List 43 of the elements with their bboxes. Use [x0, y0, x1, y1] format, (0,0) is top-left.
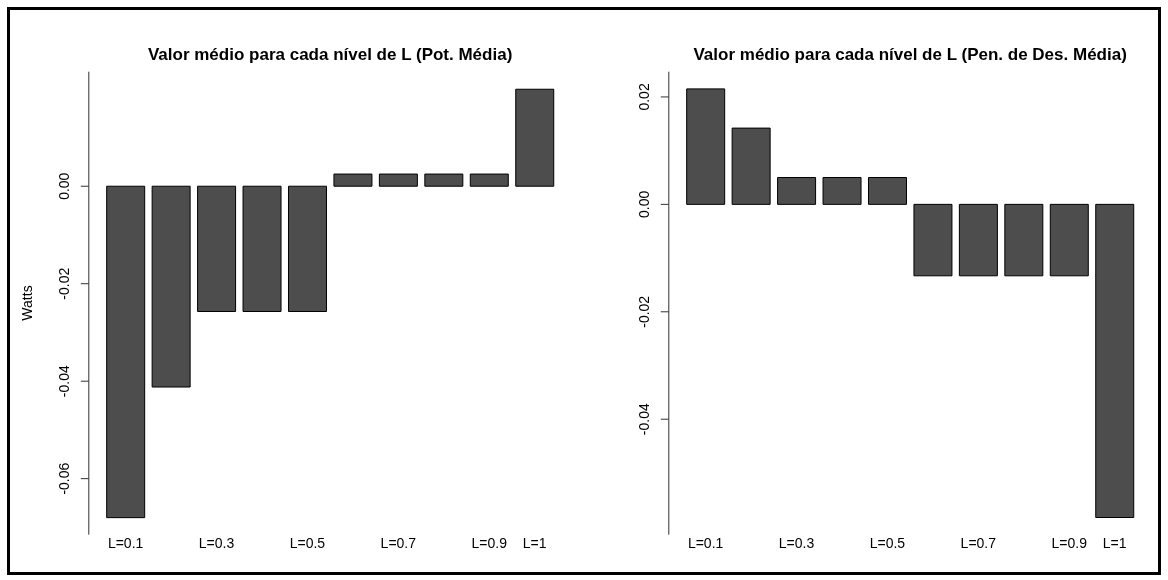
bar: [242, 185, 282, 312]
x-tick-label: L=0.5: [289, 534, 326, 551]
chart-title: Valor médio para cada nível de L (Pen. de Des. Média): [692, 45, 1128, 65]
y-tick-label: -0.02: [635, 295, 652, 328]
x-tick-label: L=0.7: [380, 534, 417, 551]
bar: [287, 185, 327, 312]
y-tick-label: -0.04: [55, 365, 72, 398]
bar: [1049, 203, 1089, 277]
y-axis-title: Watts: [19, 285, 35, 321]
bar: [731, 127, 771, 205]
y-tick-label: -0.06: [55, 462, 72, 495]
bar: [197, 185, 237, 312]
y-tick-label: 0.02: [635, 83, 652, 111]
bar: [958, 203, 998, 277]
bar: [867, 177, 907, 205]
bar: [106, 185, 146, 519]
bar: [151, 185, 191, 388]
bar: [333, 173, 373, 187]
y-tick-label: -0.02: [55, 267, 72, 300]
bar: [777, 177, 817, 205]
y-tick-label: 0.00: [55, 172, 72, 200]
bar: [469, 173, 509, 187]
y-tick-label: 0.00: [635, 190, 652, 218]
x-tick-label: L=1: [522, 534, 547, 551]
bar: [1004, 203, 1044, 277]
x-tick-label: L=0.9: [471, 534, 508, 551]
bar: [822, 177, 862, 205]
bar: [1095, 203, 1135, 519]
x-tick-label: L=0.9: [1051, 534, 1088, 551]
x-tick-label: L=1: [1102, 534, 1127, 551]
x-tick-label: L=0.1: [107, 534, 144, 551]
bar: [515, 88, 555, 187]
chart-title: Valor médio para cada nível de L (Pot. Média): [146, 45, 514, 65]
x-tick-label: L=0.7: [960, 534, 997, 551]
bar: [686, 88, 726, 205]
x-tick-label: L=0.5: [869, 534, 906, 551]
bar: [913, 203, 953, 277]
bar: [378, 173, 418, 187]
x-tick-label: L=0.1: [687, 534, 724, 551]
x-tick-label: L=0.3: [778, 534, 815, 551]
bar: [424, 173, 464, 187]
y-tick-label: -0.04: [635, 403, 652, 436]
x-tick-label: L=0.3: [198, 534, 235, 551]
